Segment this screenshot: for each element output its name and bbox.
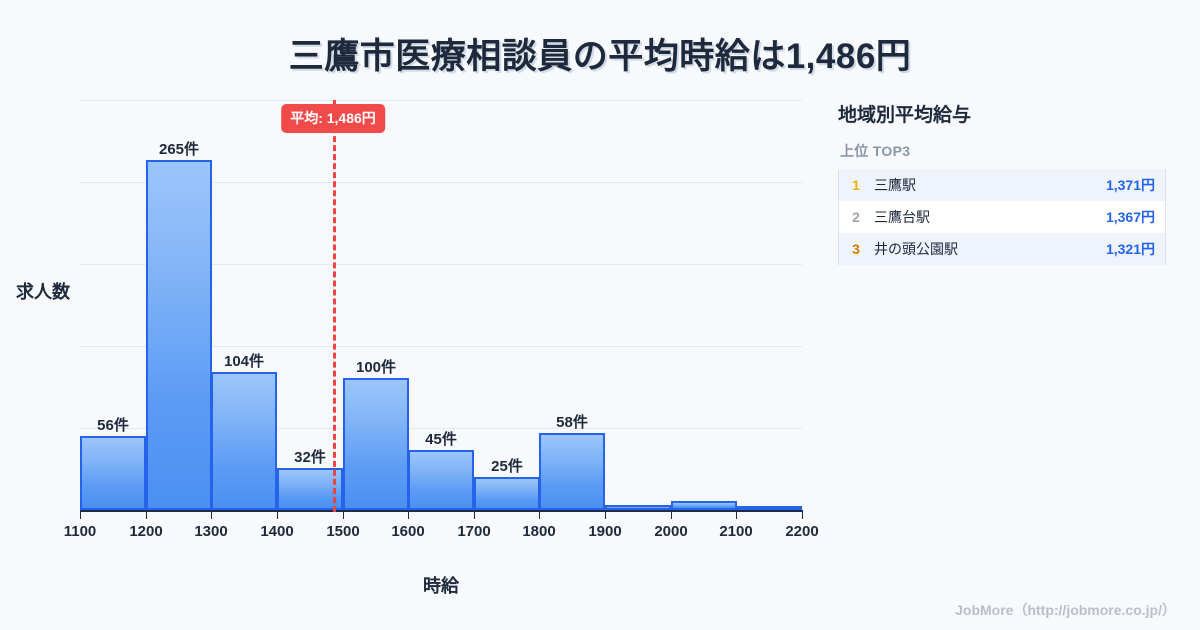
x-axis-tick-label: 1200	[129, 523, 163, 540]
average-line	[333, 100, 336, 512]
x-axis-tick-label: 2000	[654, 523, 688, 540]
rank-row[interactable]: 1 三鷹駅 1,371円	[839, 169, 1165, 201]
x-axis-title: 時給	[423, 576, 459, 596]
side-panel-title: 地域別平均給与	[838, 105, 972, 126]
x-axis-tick	[343, 510, 344, 519]
x-axis-tick	[736, 510, 737, 519]
x-axis-tick-label: 2200	[785, 523, 819, 540]
footer-credit: JobMore（http://jobmore.co.jp/）	[955, 602, 1176, 618]
x-axis-tick	[605, 510, 606, 519]
bar-value-label: 25件	[491, 458, 523, 475]
bar-value-label: 58件	[556, 414, 588, 431]
x-axis-tick	[146, 510, 147, 519]
x-axis-tick	[211, 510, 212, 519]
x-axis-tick-label: 1600	[391, 523, 425, 540]
plot-area: 56件 265件 104件 32件 100件 45件 25件 58件	[80, 100, 802, 510]
x-axis-tick	[408, 510, 409, 519]
bar-value-label: 104件	[223, 353, 265, 370]
x-axis-tick-label: 2100	[719, 523, 753, 540]
rank-number: 1	[852, 177, 860, 193]
bar-value-label: 32件	[294, 449, 326, 466]
rank-number: 3	[852, 241, 860, 257]
rank-number: 2	[852, 209, 860, 225]
x-axis-tick	[474, 510, 475, 519]
x-axis-tick-label: 1700	[457, 523, 491, 540]
bar-value-label: 45件	[425, 431, 457, 448]
histogram-bar	[277, 468, 343, 510]
histogram-bar	[211, 372, 277, 510]
x-axis-tick-label: 1300	[194, 523, 228, 540]
bar-value-label: 100件	[355, 359, 397, 376]
x-axis-line	[80, 510, 802, 512]
histogram-bar	[80, 436, 146, 510]
rank-station-name: 井の頭公園駅	[874, 241, 958, 257]
histogram-bar	[146, 160, 212, 510]
histogram-bar	[736, 506, 802, 510]
rank-station-name: 三鷹駅	[874, 177, 916, 193]
histogram-bar	[605, 505, 671, 510]
average-badge: 平均: 1,486円	[281, 104, 385, 133]
x-axis-tick-label: 1800	[522, 523, 556, 540]
gridline	[80, 182, 802, 183]
side-panel-subtitle: 上位 TOP3	[840, 143, 911, 159]
rank-wage-value: 1,321円	[1105, 241, 1155, 257]
bar-value-label: 56件	[97, 417, 129, 434]
x-axis-tick-label: 1100	[63, 523, 97, 540]
x-axis-tick-label: 1500	[326, 523, 360, 540]
rank-station-name: 三鷹台駅	[874, 209, 930, 225]
gridline	[80, 100, 802, 101]
bar-value-label: 265件	[158, 141, 200, 158]
rank-row[interactable]: 2 三鷹台駅 1,367円	[839, 201, 1165, 233]
x-axis-tick	[671, 510, 672, 519]
x-axis-tick	[277, 510, 278, 519]
x-axis-tick	[802, 510, 803, 519]
rank-wage-value: 1,367円	[1105, 209, 1155, 225]
histogram-bar	[474, 477, 540, 510]
gridline	[80, 264, 802, 265]
rank-wage-value: 1,371円	[1105, 177, 1155, 193]
rank-list: 1 三鷹駅 1,371円 2 三鷹台駅 1,367円 3 井の頭公園駅 1,321円	[838, 169, 1166, 265]
histogram-bar	[671, 501, 737, 510]
x-axis-tick-label: 1900	[588, 523, 622, 540]
histogram-bar	[539, 433, 605, 510]
histogram-bar	[408, 450, 474, 510]
y-axis-title: 求人数	[16, 282, 70, 302]
histogram-bar	[343, 378, 409, 510]
page-title: 三鷹市医療相談員の平均時給は1,486円	[288, 37, 912, 76]
histogram-chart: 56件 265件 104件 32件 100件 45件 25件 58件 1100 1200 1300…	[16, 100, 819, 596]
gridline	[80, 346, 802, 347]
rank-row[interactable]: 3 井の頭公園駅 1,321円	[839, 233, 1165, 265]
regional-average-panel: 地域別平均給与 上位 TOP3 1 三鷹駅 1,371円 2 三鷹台駅 1,367円 3 井の…	[838, 100, 1168, 265]
x-axis-tick	[80, 510, 81, 519]
x-axis-tick	[539, 510, 540, 519]
gridline	[80, 428, 802, 429]
x-axis-tick-label: 1400	[260, 523, 294, 540]
